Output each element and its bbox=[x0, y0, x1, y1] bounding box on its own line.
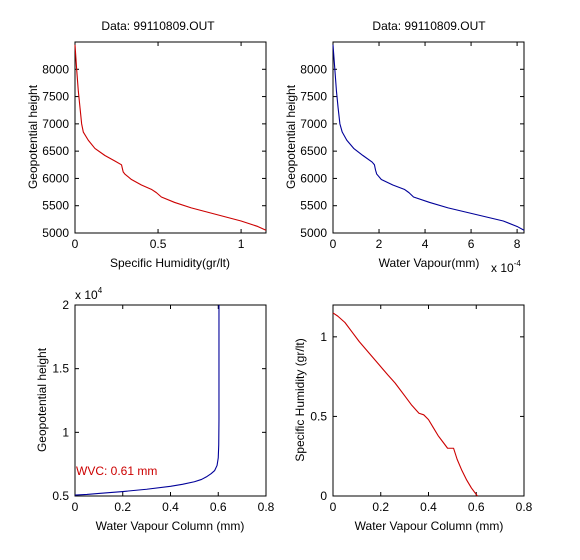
y-tick-label: 6500 bbox=[300, 144, 327, 158]
plot-title: Data: 99110809.OUT bbox=[101, 19, 215, 33]
y-tick-label: 2 bbox=[62, 298, 69, 312]
plot-frame bbox=[74, 41, 267, 234]
x-axis-label: Specific Humidity(gr/lt) bbox=[110, 256, 230, 270]
x-axis-exponent: x 10-4 bbox=[491, 259, 521, 275]
x-tick-group: 0 0.2 0.4 0.6 0.8 bbox=[330, 305, 533, 514]
y-tick-label: 6000 bbox=[300, 171, 327, 185]
y-tick-label: 5000 bbox=[300, 226, 327, 240]
y-axis-exponent: x 104 bbox=[75, 286, 103, 302]
y-tick-label: 6500 bbox=[42, 144, 69, 158]
x-tick-label: 0 bbox=[330, 500, 337, 514]
y-tick-group: 00.51 bbox=[310, 330, 524, 503]
plot-title: Data: 99110809.OUT bbox=[372, 19, 486, 33]
x-axis-exponent-power: -4 bbox=[514, 259, 522, 268]
y-axis-label: Specific Humidity (gr/lt) bbox=[293, 338, 307, 461]
x-tick-group: 0 2 4 6 8 bbox=[330, 42, 521, 251]
y-axis-exponent-power: 4 bbox=[98, 286, 103, 295]
plot-water-vapour-column-vs-specific-humidity: 0 0.2 0.4 0.6 0.8 00.51 Water Vapour Column … bbox=[293, 304, 533, 533]
x-tick-label: 0.5 bbox=[150, 237, 167, 251]
y-tick-label: 5000 bbox=[42, 226, 69, 240]
y-axis-label: Geopotential height bbox=[26, 84, 40, 189]
plot-specific-humidity-vs-height: Data: 99110809.OUT 0 0.5 1 500055006000650… bbox=[26, 19, 267, 270]
series-group bbox=[74, 44, 267, 231]
x-tick-label: 0.8 bbox=[258, 500, 275, 514]
x-axis-label: Water Vapour Column (mm) bbox=[96, 519, 245, 533]
series-group bbox=[332, 44, 525, 231]
x-tick-label: 0 bbox=[330, 237, 337, 251]
x-tick-label: 0.6 bbox=[468, 500, 485, 514]
y-tick-label: 7000 bbox=[300, 117, 327, 131]
x-tick-label: 0.8 bbox=[516, 500, 533, 514]
y-tick-label: 8000 bbox=[42, 62, 69, 76]
x-tick-label: 0 bbox=[72, 237, 79, 251]
x-tick-label: 0 bbox=[72, 500, 79, 514]
x-tick-label: 8 bbox=[514, 237, 521, 251]
y-tick-label: 7500 bbox=[300, 90, 327, 104]
y-tick-label: 1.5 bbox=[52, 362, 69, 376]
y-tick-label: 1 bbox=[320, 330, 327, 344]
y-tick-group: 0.5 1 1.5 2 bbox=[52, 298, 266, 503]
plot-frame bbox=[74, 304, 267, 497]
y-tick-label: 1 bbox=[62, 425, 69, 439]
series-group bbox=[74, 305, 220, 496]
plot-water-vapour-vs-height: Data: 99110809.OUT 0 2 4 6 8 5000 5500 6000 650… bbox=[284, 19, 525, 275]
x-tick-label: 6 bbox=[468, 237, 475, 251]
y-tick-label: 5500 bbox=[300, 199, 327, 213]
series-line bbox=[332, 44, 525, 231]
x-tick-group: 0 0.5 1 bbox=[72, 42, 245, 251]
x-axis-label: Water Vapour(mm) bbox=[379, 256, 480, 270]
plot-water-vapour-column-vs-height: 0 0.2 0.4 0.6 0.8 0.5 1 1.5 2 Water Vapour Colu… bbox=[35, 286, 275, 533]
x-tick-label: 0.2 bbox=[114, 500, 131, 514]
y-tick-group: 5000 5500 6000 6500 7000 7500 8000 bbox=[42, 62, 266, 240]
plot-frame bbox=[332, 41, 525, 234]
y-tick-label: 7000 bbox=[42, 117, 69, 131]
y-axis-label: Geopotential height bbox=[284, 84, 298, 189]
y-tick-group: 5000 5500 6000 6500 7000 7500 8000 bbox=[300, 62, 524, 240]
series-group bbox=[332, 312, 478, 497]
x-tick-label: 0.6 bbox=[210, 500, 227, 514]
x-tick-label: 0.2 bbox=[372, 500, 389, 514]
x-tick-label: 2 bbox=[376, 237, 383, 251]
series-line bbox=[332, 312, 478, 497]
x-tick-label: 0.4 bbox=[162, 500, 179, 514]
series-line bbox=[74, 44, 267, 231]
y-tick-label: 0 bbox=[320, 489, 327, 503]
x-tick-label: 1 bbox=[238, 237, 245, 251]
y-tick-label: 6000 bbox=[42, 171, 69, 185]
plot-frame bbox=[332, 304, 525, 497]
y-tick-label: 0.5 bbox=[52, 489, 69, 503]
x-tick-group: 0 0.2 0.4 0.6 0.8 bbox=[72, 305, 275, 514]
y-tick-label: 0.5 bbox=[310, 409, 327, 423]
y-axis-label: Geopotential height bbox=[35, 347, 49, 452]
x-axis-exponent-base: x 10 bbox=[491, 261, 514, 275]
x-axis-label: Water Vapour Column (mm) bbox=[355, 519, 504, 533]
y-tick-label: 5500 bbox=[42, 199, 69, 213]
wvc-annotation: WVC: 0.61 mm bbox=[76, 464, 157, 478]
y-axis-exponent-base: x 10 bbox=[75, 288, 98, 302]
x-tick-label: 0.4 bbox=[420, 500, 437, 514]
y-tick-label: 7500 bbox=[42, 90, 69, 104]
y-tick-label: 8000 bbox=[300, 62, 327, 76]
series-line bbox=[74, 305, 220, 496]
x-tick-label: 4 bbox=[422, 237, 429, 251]
